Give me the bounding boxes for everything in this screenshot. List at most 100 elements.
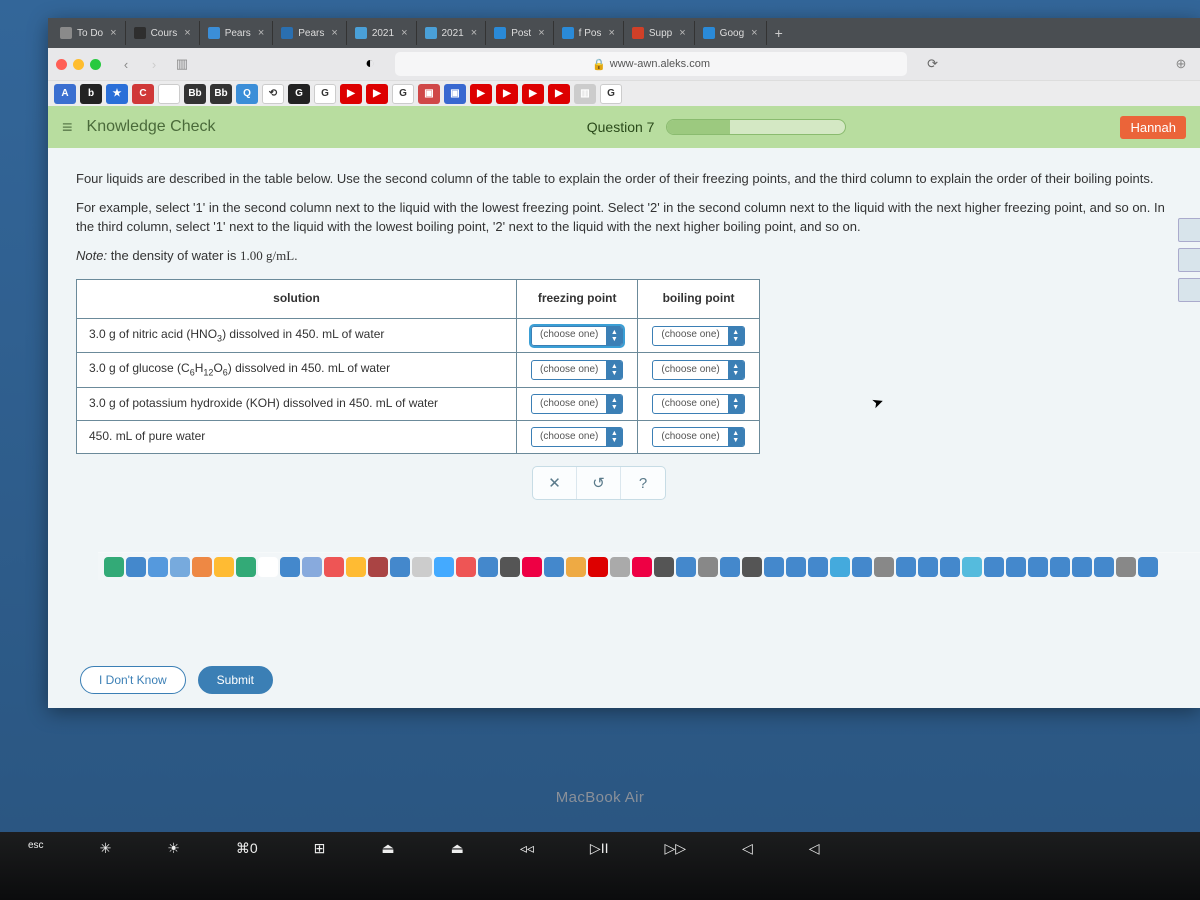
bookmark-item[interactable]: Q: [236, 84, 258, 104]
bookmark-item[interactable]: G: [600, 84, 622, 104]
bookmark-item[interactable]: b: [80, 84, 102, 104]
i-dont-know-button[interactable]: I Don't Know: [80, 666, 186, 694]
bookmark-item[interactable]: ▶: [522, 84, 544, 104]
bookmark-item[interactable]: ▥: [574, 84, 596, 104]
boiling-select[interactable]: (choose one)▲▼: [652, 427, 744, 447]
bookmark-item[interactable]: ★: [106, 84, 128, 104]
dock-app-icon[interactable]: [588, 557, 608, 577]
dock-app-icon[interactable]: [478, 557, 498, 577]
dock-app-icon[interactable]: [1072, 557, 1092, 577]
dock-app-icon[interactable]: [1116, 557, 1136, 577]
bookmark-item[interactable]: ▣: [444, 84, 466, 104]
dock-app-icon[interactable]: [368, 557, 388, 577]
dock-app-icon[interactable]: [1050, 557, 1070, 577]
dock-app-icon[interactable]: [830, 557, 850, 577]
url-bar[interactable]: 🔒 www-awn.aleks.com: [395, 52, 907, 76]
bookmark-item[interactable]: Bb: [184, 84, 206, 104]
bookmark-item[interactable]: G: [314, 84, 336, 104]
boiling-select[interactable]: (choose one)▲▼: [652, 394, 744, 414]
dock-app-icon[interactable]: [456, 557, 476, 577]
dock-app-icon[interactable]: [566, 557, 586, 577]
dock-app-icon[interactable]: [610, 557, 630, 577]
dock-app-icon[interactable]: [1094, 557, 1114, 577]
bookmark-item[interactable]: ▣: [418, 84, 440, 104]
bookmark-item[interactable]: G: [288, 84, 310, 104]
calculator-icon[interactable]: [1178, 218, 1200, 242]
bookmark-item[interactable]: Bb: [210, 84, 232, 104]
dock-app-icon[interactable]: [676, 557, 696, 577]
dock-app-icon[interactable]: [324, 557, 344, 577]
browser-tab[interactable]: f Pos×: [554, 21, 624, 45]
dock-app-icon[interactable]: [500, 557, 520, 577]
dock-app-icon[interactable]: [148, 557, 168, 577]
bookmark-item[interactable]: G: [392, 84, 414, 104]
bookmark-item[interactable]: ▶: [470, 84, 492, 104]
periodic-icon[interactable]: [1178, 278, 1200, 302]
dock-app-icon[interactable]: [962, 557, 982, 577]
close-icon[interactable]: ×: [679, 27, 685, 39]
dock-app-icon[interactable]: [1138, 557, 1158, 577]
dock-app-icon[interactable]: [764, 557, 784, 577]
dock-app-icon[interactable]: [1028, 557, 1048, 577]
dock-app-icon[interactable]: [632, 557, 652, 577]
dock-app-icon[interactable]: [126, 557, 146, 577]
browser-tab[interactable]: Post×: [486, 21, 553, 45]
dock-app-icon[interactable]: [720, 557, 740, 577]
close-icon[interactable]: ×: [258, 27, 264, 39]
close-icon[interactable]: ×: [538, 27, 544, 39]
browser-tab[interactable]: To Do×: [52, 21, 126, 45]
reload-button[interactable]: ⟳: [921, 56, 944, 72]
freezing-select[interactable]: (choose one)▲▼: [531, 427, 623, 447]
close-icon[interactable]: ×: [184, 27, 190, 39]
bookmark-item[interactable]: ▶: [366, 84, 388, 104]
user-badge[interactable]: Hannah: [1120, 116, 1186, 139]
help-button[interactable]: ?: [621, 467, 665, 499]
freezing-select[interactable]: (choose one)▲▼: [531, 360, 623, 380]
browser-tab[interactable]: 2021×: [347, 21, 417, 45]
dock-app-icon[interactable]: [236, 557, 256, 577]
bookmark-item[interactable]: ▶: [340, 84, 362, 104]
bookmark-item[interactable]: A: [54, 84, 76, 104]
sidebar-button[interactable]: ▥: [171, 53, 193, 75]
close-icon[interactable]: ×: [331, 27, 337, 39]
bookmark-item[interactable]: ⟲: [262, 84, 284, 104]
boiling-select[interactable]: (choose one)▲▼: [652, 326, 744, 346]
browser-tab[interactable]: Supp×: [624, 21, 695, 45]
browser-tab[interactable]: Pears×: [273, 21, 347, 45]
dock-app-icon[interactable]: [808, 557, 828, 577]
dock-app-icon[interactable]: [984, 557, 1004, 577]
table-icon[interactable]: [1178, 248, 1200, 272]
dock-app-icon[interactable]: [940, 557, 960, 577]
dock-app-icon[interactable]: [698, 557, 718, 577]
minimize-window-icon[interactable]: [73, 59, 84, 70]
close-icon[interactable]: ×: [110, 27, 116, 39]
menu-icon[interactable]: ≡: [62, 117, 73, 138]
browser-tab[interactable]: Cours×: [126, 21, 200, 45]
dock-app-icon[interactable]: [170, 557, 190, 577]
maximize-window-icon[interactable]: [90, 59, 101, 70]
browser-tab[interactable]: Pears×: [200, 21, 274, 45]
bookmark-item[interactable]: ▶: [548, 84, 570, 104]
dock-app-icon[interactable]: [104, 557, 124, 577]
bookmark-item[interactable]: [158, 84, 180, 104]
dock-app-icon[interactable]: [544, 557, 564, 577]
close-icon[interactable]: ×: [608, 27, 614, 39]
dock-app-icon[interactable]: [654, 557, 674, 577]
close-icon[interactable]: ×: [401, 27, 407, 39]
undo-button[interactable]: ↺: [577, 467, 621, 499]
submit-button[interactable]: Submit: [198, 666, 273, 694]
freezing-select[interactable]: (choose one)▲▼: [531, 394, 623, 414]
boiling-select[interactable]: (choose one)▲▼: [652, 360, 744, 380]
back-button[interactable]: ‹: [115, 53, 137, 75]
dock-app-icon[interactable]: [874, 557, 894, 577]
dock-app-icon[interactable]: [280, 557, 300, 577]
dock-app-icon[interactable]: [302, 557, 322, 577]
dock-app-icon[interactable]: [918, 557, 938, 577]
browser-tab[interactable]: Goog×: [695, 21, 767, 45]
dock-app-icon[interactable]: [192, 557, 212, 577]
close-icon[interactable]: ×: [471, 27, 477, 39]
dock-app-icon[interactable]: [258, 557, 278, 577]
dock-app-icon[interactable]: [346, 557, 366, 577]
dock-app-icon[interactable]: [1006, 557, 1026, 577]
forward-button[interactable]: ›: [143, 53, 165, 75]
